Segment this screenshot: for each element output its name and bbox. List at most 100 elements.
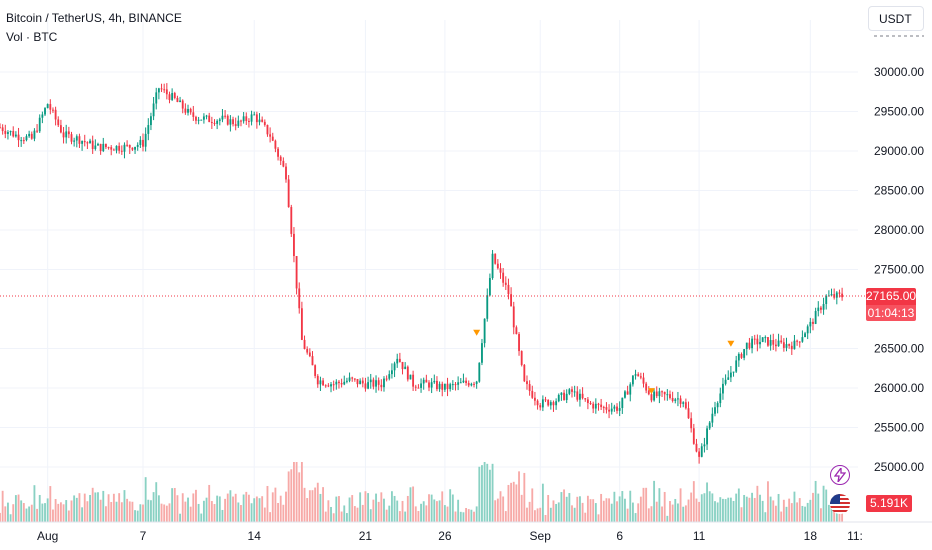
volume-bar [240,505,242,522]
candle-body [602,407,605,409]
candle-body [277,148,279,157]
candle-body [557,394,560,402]
volume-bar [740,507,743,522]
candle-body [258,119,261,123]
volume-bar [247,494,250,522]
volume-bars [0,462,844,522]
candle-body [804,333,806,338]
candle-body [782,342,785,348]
volume-bar [827,504,830,522]
candlestick-series[interactable] [0,83,844,464]
volume-bar [520,494,523,522]
candle-body [571,389,573,392]
candle-body [436,380,438,390]
volume-bar [375,493,377,522]
volume-bar [330,506,332,522]
volume-bar [14,495,17,522]
volume-bar [332,513,335,522]
candle-body [669,394,671,398]
volume-bar [396,500,399,522]
candle-body [488,278,491,296]
candle-body [438,383,441,390]
volume-bar [679,488,682,522]
volume-bar [107,494,110,522]
candle-body [285,166,287,180]
volume-bar [502,496,505,522]
volume-bar [695,498,698,522]
volume-bar [626,508,629,522]
volume-bar [459,511,462,522]
candle-body [70,134,73,142]
candle-body [324,385,327,387]
candle-body [637,374,640,377]
candle-body [46,104,49,109]
candle-body [465,380,468,384]
candle-body [467,383,470,386]
candle-body [295,256,298,289]
time-tick-label: 6 [616,529,623,543]
candle-body [232,119,234,125]
candle-body [142,139,144,147]
currency-button[interactable]: USDT [868,6,924,31]
volume-bar [128,501,131,522]
volume-bar [430,494,433,522]
volume-bar [809,499,812,522]
volume-bar [825,489,828,522]
us-flag-icon[interactable] [830,494,850,514]
volume-bar [618,496,621,522]
candle-body [287,179,290,208]
candle-body [102,143,105,152]
volume-bar [44,503,46,522]
candle-body [213,122,216,124]
volume-bar [507,484,510,522]
volume-bar [33,485,36,522]
volume-bar [115,501,118,522]
volume-bar [97,492,99,522]
candle-body [711,413,714,423]
candle-body [655,391,658,397]
volume-bar [67,510,70,522]
candle-body [282,160,285,167]
volume-bar [361,504,364,522]
candle-body [245,116,248,121]
candle-body [639,376,642,378]
volume-bar [218,496,221,522]
volume-bar [462,512,465,522]
candle-body [372,379,375,387]
candle-body [523,364,526,382]
volume-bar [568,493,571,522]
volume-legend[interactable]: Vol · BTC [6,30,58,44]
candle-body [110,147,113,150]
candle-body [608,409,611,412]
volume-bar [383,498,385,522]
candle-body [91,140,94,150]
price-tick-label: 29500.00 [874,105,924,119]
volume-bar [367,493,370,522]
candle-body [99,143,102,152]
chart-title: Bitcoin / TetherUS, 4h, BINANCE [6,11,182,25]
volume-bar [486,463,489,522]
volume-bar [306,498,309,522]
candle-body [240,120,242,122]
candle-body [819,307,822,310]
volume-bar [761,500,764,522]
time-tick-label: Aug [37,529,58,543]
volume-bar [467,509,470,522]
volume-bar [205,497,208,522]
candle-body [271,136,274,141]
volume-bar [748,497,751,522]
volume-bar [608,498,611,522]
time-axis[interactable]: Aug 7 14 21 26 Sep 6 11 18 11: [37,529,863,543]
candle-body [822,304,825,310]
price-axis[interactable]: 30000.00 29500.00 29000.00 28500.00 28000.00… [874,35,924,474]
candle-body [663,391,666,395]
candle-body [41,114,44,118]
candle-body [817,307,820,312]
volume-bar [285,491,287,522]
candle-body [459,382,462,384]
candle-body [112,149,115,151]
price-tick-label: 30000.00 [874,65,924,79]
candle-body [303,339,306,349]
lightning-icon[interactable] [830,465,850,485]
